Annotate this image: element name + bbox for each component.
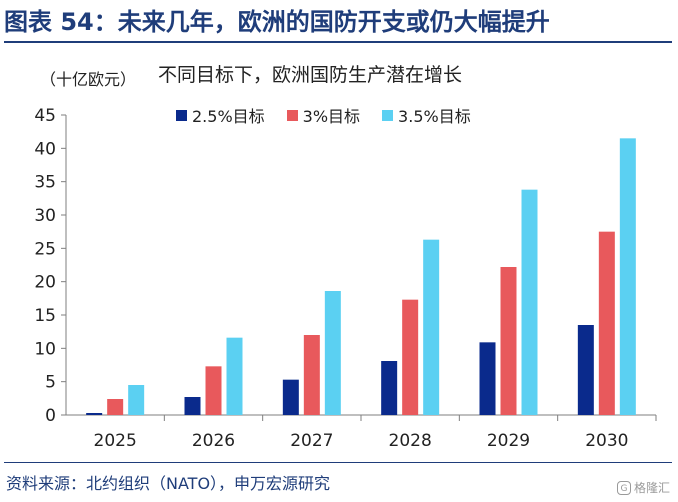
y-tick-label: 25: [34, 239, 56, 259]
bar-3-5-2028: [423, 239, 440, 415]
x-tick-label: 2030: [585, 431, 628, 451]
watermark-logo-icon: G: [616, 480, 631, 495]
bar-2-5-2030: [577, 325, 594, 415]
legend: 2.5%目标 3%目标 3.5%目标: [176, 103, 471, 127]
bar-2-5-2029: [479, 342, 496, 415]
source-divider: [4, 462, 672, 463]
bar-2-5-2025: [86, 413, 103, 415]
bar-3-5-2025: [128, 385, 145, 415]
bar-2-5-2027: [282, 379, 299, 415]
y-tick-label: 35: [34, 173, 56, 193]
bar-3-2026: [205, 366, 222, 415]
y-tick-label: 0: [45, 406, 56, 426]
legend-label-2-5: 2.5%目标: [192, 107, 265, 126]
bar-3-5-2030: [619, 138, 636, 416]
y-tick-label: 20: [34, 273, 56, 293]
figure-title: 图表 54：未来几年，欧洲的国防开支或仍大幅提升: [4, 8, 550, 36]
bar-3-5-2029: [521, 189, 538, 415]
x-tick-label: 2026: [192, 431, 235, 451]
bar-3-2027: [303, 335, 320, 415]
y-tick-label: 10: [34, 339, 56, 359]
legend-item-3: 3%目标: [286, 103, 361, 127]
y-tick-label: 45: [34, 106, 56, 126]
watermark: G 格隆汇: [616, 479, 670, 496]
bar-3-2030: [598, 231, 615, 415]
legend-swatch-3-5: [382, 109, 394, 121]
y-axis-unit: （十亿欧元）: [40, 70, 137, 89]
bar-3-2029: [500, 267, 517, 415]
legend-label-3: 3%目标: [302, 107, 361, 126]
y-tick-label: 15: [34, 306, 56, 326]
bar-2-5-2026: [184, 397, 201, 415]
y-tick-label: 5: [45, 373, 56, 393]
bar-3-5-2026: [226, 337, 243, 415]
title-divider: [4, 41, 672, 43]
x-tick-label: 2025: [94, 431, 137, 451]
chart-title: 不同目标下，欧洲国防生产潜在增长: [158, 64, 463, 86]
legend-label-3-5: 3.5%目标: [398, 107, 471, 126]
x-tick-label: 2027: [290, 431, 333, 451]
legend-swatch-3: [286, 109, 298, 121]
legend-item-2-5: 2.5%目标: [176, 103, 265, 127]
x-tick-label: 2029: [487, 431, 530, 451]
bar-3-2025: [107, 399, 124, 415]
y-tick-label: 30: [34, 206, 56, 226]
bar-3-2028: [402, 299, 419, 415]
y-tick-label: 40: [34, 139, 56, 159]
watermark-text: 格隆汇: [633, 481, 670, 495]
legend-item-3-5: 3.5%目标: [382, 103, 471, 127]
source-note: 资料来源：北约组织（NATO），申万宏源研究: [6, 474, 331, 493]
bar-2-5-2028: [381, 361, 398, 415]
bar-3-5-2027: [324, 291, 341, 415]
legend-swatch-2-5: [176, 109, 187, 121]
x-tick-label: 2028: [389, 431, 432, 451]
